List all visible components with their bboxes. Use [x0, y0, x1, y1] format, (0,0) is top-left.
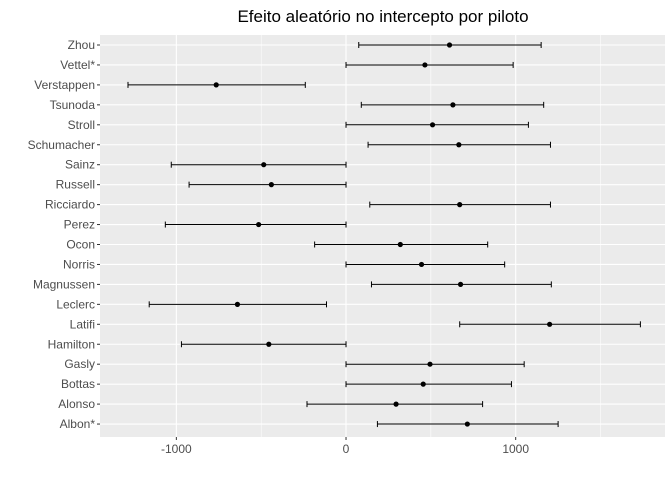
- estimate-point: [268, 182, 274, 188]
- estimate-point: [457, 202, 463, 208]
- estimate-point: [266, 341, 272, 347]
- y-tick-label: Verstappen: [34, 78, 95, 92]
- y-tick-label: Latifi: [70, 317, 95, 331]
- estimate-point: [422, 62, 428, 68]
- y-axis-tick-labels: Zhou Vettel* Verstappen Tsunoda Stroll Schuma…: [28, 38, 100, 431]
- chart-title: Efeito aleatório no intercepto por pilot…: [237, 7, 528, 26]
- y-tick-label: Ricciardo: [45, 198, 95, 212]
- x-tick-label: -1000: [161, 442, 192, 456]
- y-tick-label: Schumacher: [28, 138, 95, 152]
- estimate-point: [393, 401, 399, 407]
- estimate-point: [418, 261, 425, 268]
- y-tick-label: Stroll: [68, 118, 95, 132]
- x-axis-tick-labels: -1000 0 1000: [161, 437, 529, 456]
- y-tick-label: Tsunoda: [50, 98, 96, 112]
- estimate-point: [420, 381, 426, 387]
- estimate-point: [397, 241, 403, 248]
- y-tick-label: Vettel*: [60, 58, 95, 72]
- estimate-point: [234, 301, 241, 307]
- estimate-point: [256, 221, 262, 228]
- estimate-point: [456, 142, 462, 148]
- x-tick-label: 1000: [502, 442, 529, 456]
- y-tick-label: Sainz: [65, 158, 95, 172]
- y-tick-label: Alonso: [58, 397, 95, 411]
- interval-marks: [127, 42, 641, 428]
- y-tick-label: Gasly: [64, 357, 95, 371]
- estimate-point: [213, 82, 219, 88]
- y-tick-label: Ocon: [66, 238, 95, 252]
- y-tick-label: Russell: [56, 178, 95, 192]
- y-tick-label: Perez: [64, 218, 95, 232]
- plot-panel: [100, 35, 665, 437]
- estimate-point: [429, 122, 436, 128]
- estimate-point: [450, 102, 456, 108]
- y-tick-label: Bottas: [61, 377, 95, 391]
- y-tick-label: Leclerc: [56, 297, 95, 311]
- y-tick-label: Magnussen: [33, 277, 95, 291]
- y-tick-label: Zhou: [68, 38, 95, 52]
- estimate-point: [427, 361, 433, 367]
- y-tick-label: Albon*: [60, 417, 96, 431]
- estimate-point: [446, 42, 453, 48]
- estimate-point: [261, 162, 267, 168]
- estimate-point: [464, 421, 470, 427]
- y-tick-label: Norris: [63, 257, 95, 271]
- estimate-point: [457, 281, 464, 287]
- x-tick-label: 0: [343, 442, 350, 456]
- estimate-point: [547, 321, 553, 327]
- y-tick-label: Hamilton: [48, 337, 95, 351]
